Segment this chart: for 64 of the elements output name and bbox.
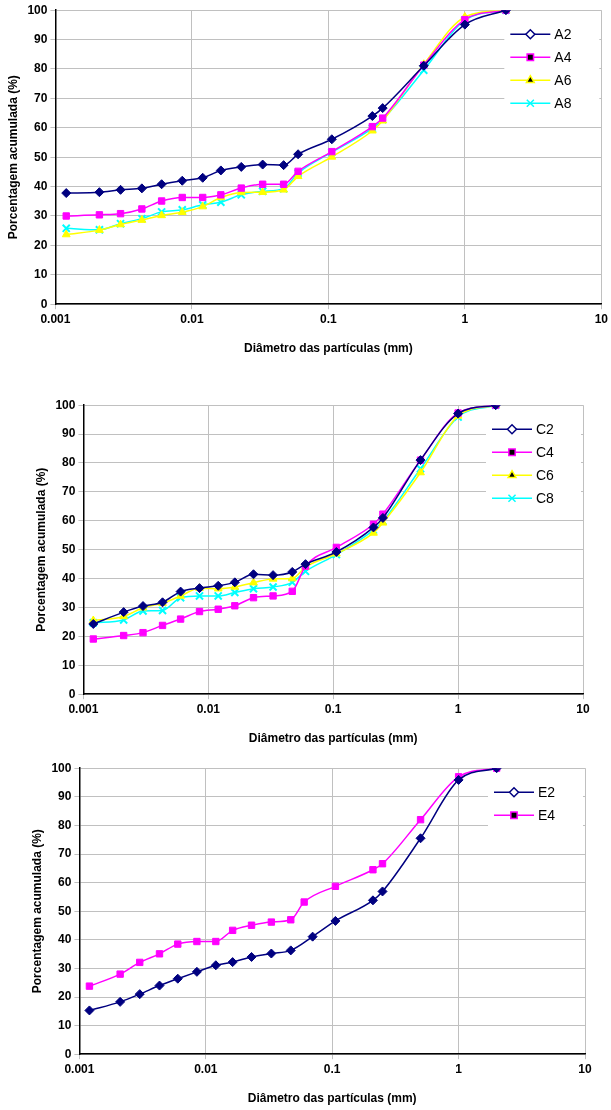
x-axis-title: Diâmetro das partículas (mm) [248,731,418,746]
y-tick-label: 90 [62,426,76,441]
y-tick-label: 10 [58,1017,72,1032]
y-tick-label: 100 [55,397,76,412]
y-tick-label: 70 [34,90,48,105]
y-axis-title: Porcentagem acumulada (%) [5,75,20,240]
y-tick-label: 100 [51,760,72,775]
y-tick-label: 100 [27,2,48,17]
y-tick-label: 60 [58,874,72,889]
legend-label: C2 [536,421,555,438]
x-tick-label: 1 [454,701,462,716]
y-tick-label: 90 [58,789,72,804]
x-tick-label: 0.001 [40,311,71,326]
x-tick-label: 0.1 [324,701,342,716]
y-axis-title: Porcentagem acumulada (%) [29,829,44,994]
y-tick-label: 40 [34,178,48,193]
y-tick-label: 10 [34,267,48,282]
legend-label: E4 [538,807,556,824]
y-tick-label: 80 [62,455,76,470]
x-tick-label: 0.001 [64,1061,95,1076]
y-tick-label: 60 [62,513,76,528]
y-tick-label: 50 [34,149,48,164]
y-tick-label: 50 [58,903,72,918]
y-tick-label: 10 [62,657,76,672]
y-tick-label: 60 [34,120,48,135]
y-tick-label: 80 [58,817,72,832]
legend-label: A8 [554,95,572,112]
y-tick-label: 20 [58,989,72,1004]
legend-label: E2 [538,784,556,801]
x-tick-label: 1 [455,1061,463,1076]
y-tick-label: 20 [34,237,48,252]
y-tick-label: 40 [58,932,72,947]
y-tick-label: 30 [34,208,48,223]
x-tick-label: 0.01 [194,1061,218,1076]
y-tick-label: 0 [64,1046,72,1061]
x-axis-title: Diâmetro das partículas (mm) [247,1091,417,1106]
x-axis-title: Diâmetro das partículas (mm) [244,341,413,356]
x-tick-label: 10 [594,311,609,326]
x-tick-label: 0.01 [180,311,204,326]
y-tick-label: 0 [68,686,76,701]
x-tick-label: 10 [578,1061,592,1076]
y-tick-label: 70 [58,846,72,861]
legend-label: A4 [554,49,572,66]
y-tick-label: 0 [40,296,48,311]
legend-label: C6 [536,467,555,484]
legend-label: A6 [554,72,572,89]
legend-label: C4 [536,444,555,461]
x-tick-label: 0.001 [68,701,99,716]
y-axis-title: Porcentagem acumulada (%) [33,467,48,632]
x-tick-label: 10 [576,701,590,716]
y-tick-label: 90 [34,31,48,46]
legend-label: C8 [536,490,555,507]
y-tick-label: 30 [62,599,76,614]
y-tick-label: 80 [34,61,48,76]
y-tick-label: 40 [62,570,76,585]
x-tick-label: 0.1 [320,311,338,326]
x-tick-label: 0.01 [196,701,221,716]
x-tick-label: 0.1 [323,1061,341,1076]
legend-label: A2 [554,26,572,43]
x-tick-label: 1 [461,311,469,326]
y-tick-label: 20 [62,628,76,643]
y-tick-label: 30 [58,960,72,975]
y-tick-label: 50 [62,542,76,557]
y-tick-label: 70 [62,484,76,499]
